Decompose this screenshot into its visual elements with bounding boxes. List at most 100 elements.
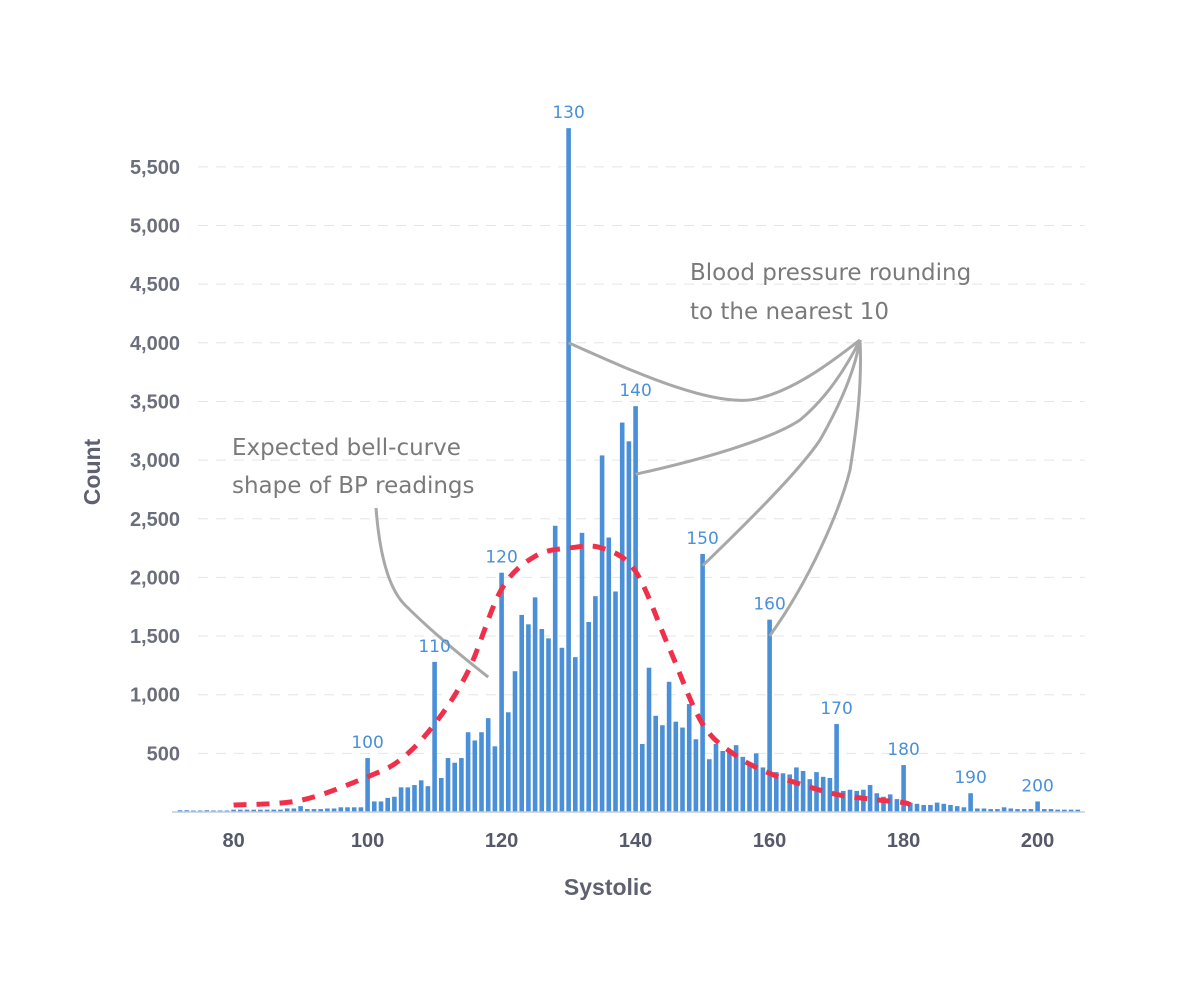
histogram-bar bbox=[385, 797, 390, 812]
histogram-bar bbox=[640, 743, 645, 812]
histogram-bar bbox=[626, 441, 632, 812]
peak-label: 200 bbox=[1021, 776, 1053, 796]
histogram-bar bbox=[814, 772, 819, 812]
histogram-bar bbox=[298, 806, 303, 812]
histogram-bar bbox=[586, 621, 591, 812]
histogram-bar bbox=[760, 767, 766, 812]
histogram-bar bbox=[271, 809, 277, 812]
histogram-bar bbox=[780, 773, 786, 812]
histogram-bar bbox=[559, 647, 565, 812]
histogram-bar bbox=[485, 718, 491, 812]
histogram-bar bbox=[439, 777, 444, 812]
histogram-bar bbox=[941, 803, 947, 812]
histogram-bar bbox=[492, 746, 498, 812]
histogram-bar bbox=[599, 455, 605, 812]
histogram-bar bbox=[1028, 809, 1034, 812]
histogram-bar bbox=[1055, 809, 1060, 812]
rounding-annotation-connector bbox=[701, 339, 862, 567]
x-tick-label: 80 bbox=[222, 830, 244, 852]
histogram-bar bbox=[398, 787, 404, 812]
x-axis-ticks: 80 100 120 140 160 180 200 bbox=[222, 830, 1054, 852]
histogram-bar bbox=[506, 712, 511, 812]
y-axis-ticks: 500 1,000 1,500 2,000 2,500 3,000 3,500 4,000 4,… bbox=[130, 157, 180, 765]
histogram-bar bbox=[774, 772, 779, 812]
histogram-bar bbox=[1068, 809, 1074, 812]
histogram-bar bbox=[432, 661, 437, 812]
peak-label: 190 bbox=[954, 768, 986, 788]
peak-labels: 100 110 120 130 140 150 160 170 180 190 200 bbox=[351, 103, 1053, 796]
histogram-bar bbox=[995, 809, 1000, 812]
histogram-bar bbox=[305, 809, 310, 812]
histogram-bar bbox=[807, 779, 813, 812]
bell-curve-line bbox=[233, 543, 912, 808]
histogram-bar bbox=[445, 758, 451, 812]
histogram-bar bbox=[767, 619, 772, 812]
histogram-bar bbox=[680, 727, 685, 812]
histogram-bar bbox=[901, 765, 906, 812]
histogram-bar bbox=[258, 809, 263, 812]
histogram-bar bbox=[894, 799, 900, 812]
peak-label: 100 bbox=[351, 733, 383, 753]
histogram-bar bbox=[686, 704, 692, 812]
histogram-bar bbox=[753, 753, 759, 812]
peak-label: 170 bbox=[820, 699, 852, 719]
histogram-bar bbox=[968, 793, 973, 812]
y-tick-label: 3,000 bbox=[130, 450, 180, 472]
histogram-bar bbox=[1015, 809, 1020, 812]
histogram-bar bbox=[1008, 808, 1014, 812]
histogram-bar bbox=[867, 785, 873, 812]
rounding-annotation-connector bbox=[567, 338, 861, 402]
histogram-bar bbox=[392, 796, 397, 812]
histogram-bar bbox=[988, 809, 993, 812]
histogram-bar bbox=[908, 802, 913, 812]
histogram-bar bbox=[244, 809, 250, 812]
histogram-bar bbox=[720, 751, 725, 812]
gridlines bbox=[198, 166, 1085, 754]
histogram-bar bbox=[1001, 807, 1007, 812]
histogram-bar bbox=[981, 808, 987, 812]
bell-curve-annotation-line: shape of BP readings bbox=[232, 473, 475, 499]
histogram-bar bbox=[264, 809, 270, 812]
histogram-bar bbox=[854, 790, 859, 812]
histogram-bar bbox=[787, 774, 792, 812]
y-tick-label: 1,000 bbox=[130, 685, 180, 707]
peak-label: 160 bbox=[753, 595, 785, 615]
histogram-bar bbox=[1062, 809, 1067, 812]
y-tick-label: 4,500 bbox=[130, 274, 180, 296]
histogram-bar bbox=[184, 810, 189, 812]
histogram-bar bbox=[613, 591, 618, 812]
histogram-bar bbox=[619, 422, 625, 812]
histogram-bar bbox=[847, 789, 853, 812]
histogram-bar bbox=[954, 806, 960, 812]
histogram-bar bbox=[820, 776, 826, 812]
histogram-bar bbox=[707, 759, 712, 813]
rounding-annotation-line: to the nearest 10 bbox=[690, 299, 889, 325]
histogram-bar bbox=[1042, 809, 1047, 812]
histogram-bar bbox=[372, 801, 377, 812]
histogram-bar bbox=[405, 787, 411, 812]
histogram-bar bbox=[459, 758, 464, 812]
y-tick-label: 1,500 bbox=[130, 626, 180, 648]
histogram-bar bbox=[479, 732, 484, 812]
x-axis-title: Systolic bbox=[564, 874, 652, 900]
y-tick-label: 2,500 bbox=[130, 509, 180, 531]
histogram-bar bbox=[231, 809, 236, 812]
histogram-bar bbox=[358, 807, 364, 812]
x-tick-label: 120 bbox=[485, 830, 518, 852]
y-tick-label: 5,000 bbox=[130, 216, 180, 238]
histogram-bar bbox=[425, 786, 431, 812]
peak-label: 180 bbox=[887, 740, 919, 760]
bell-annotation-connector bbox=[374, 507, 490, 679]
x-tick-label: 100 bbox=[351, 830, 384, 852]
rounding-annotation-connector bbox=[635, 339, 862, 476]
histogram-bar bbox=[539, 629, 545, 812]
x-tick-label: 160 bbox=[753, 830, 786, 852]
histogram-bar bbox=[646, 667, 652, 812]
y-axis-title: Count bbox=[79, 438, 105, 505]
histogram-bar bbox=[800, 770, 806, 812]
histogram-bar bbox=[418, 780, 424, 812]
histogram-bar bbox=[351, 807, 357, 812]
histogram-bar bbox=[452, 762, 457, 812]
histogram-bar bbox=[251, 809, 256, 812]
